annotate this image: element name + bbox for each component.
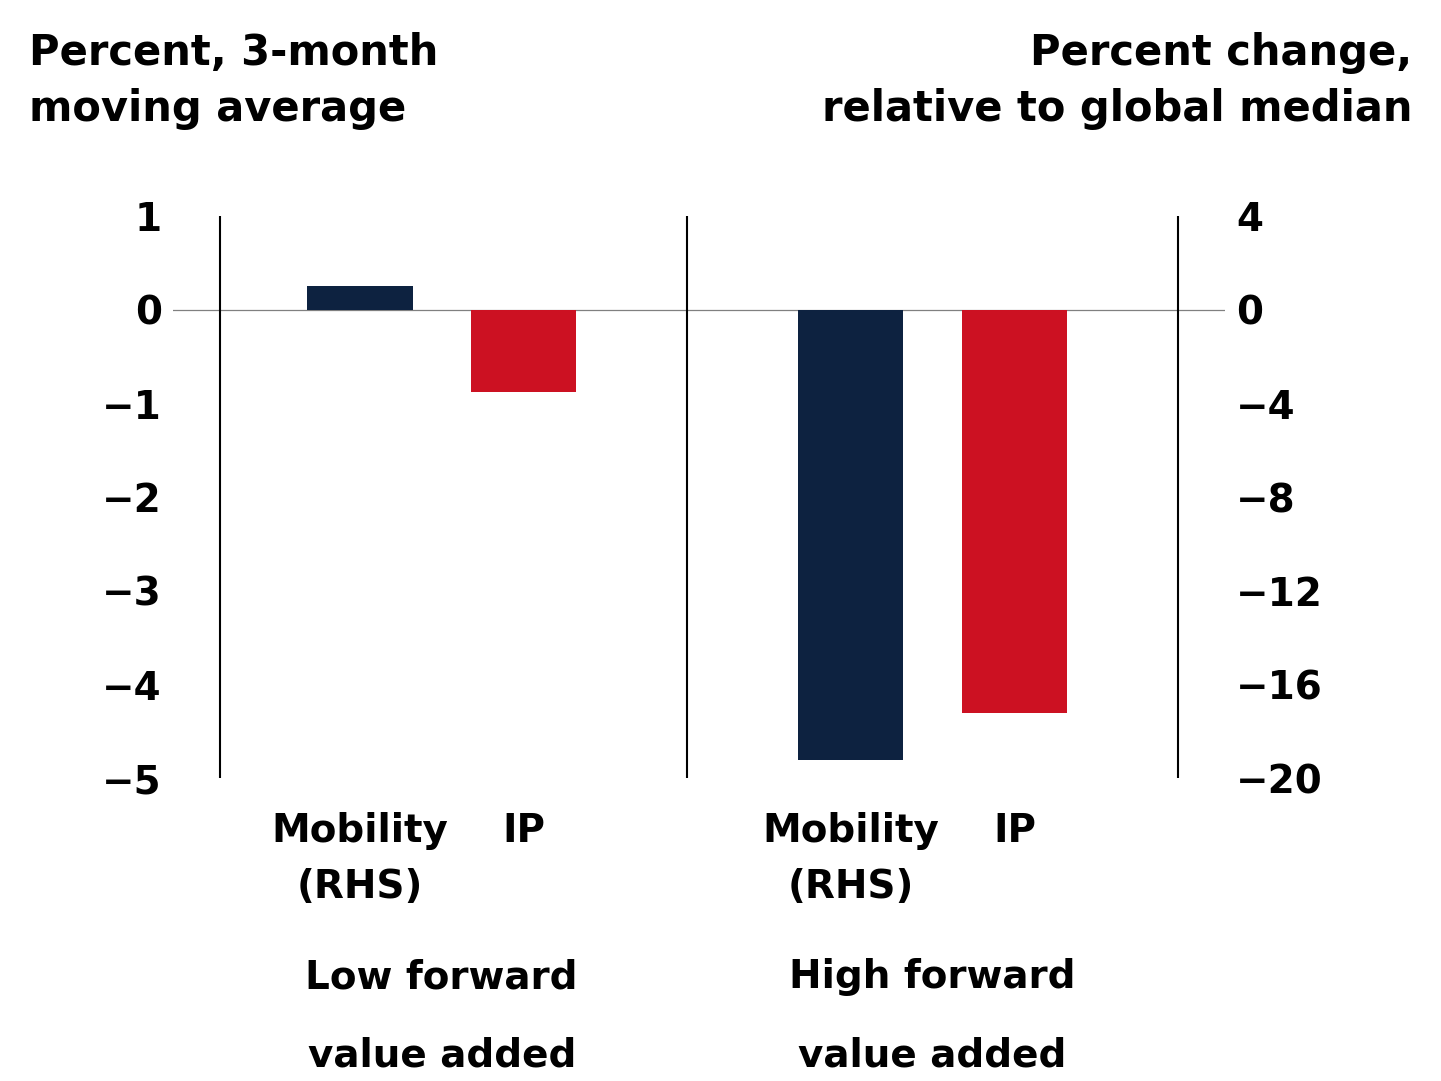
Text: value added: value added (798, 1037, 1066, 1075)
Bar (471, 310, 576, 391)
Text: IP: IP (993, 812, 1036, 850)
Bar (307, 286, 412, 310)
Bar (798, 310, 904, 760)
Text: Percent, 3-month
moving average: Percent, 3-month moving average (29, 32, 438, 130)
Bar (961, 310, 1066, 712)
Text: IP: IP (501, 812, 545, 850)
Text: Mobility: Mobility (762, 812, 940, 850)
Text: value added: value added (307, 1037, 576, 1075)
Text: (RHS): (RHS) (297, 868, 424, 906)
Text: Low forward: Low forward (305, 958, 578, 997)
Text: Percent change,
relative to global median: Percent change, relative to global media… (821, 32, 1412, 130)
Text: (RHS): (RHS) (788, 868, 914, 906)
Text: Mobility: Mobility (271, 812, 448, 850)
Text: High forward: High forward (790, 958, 1076, 997)
